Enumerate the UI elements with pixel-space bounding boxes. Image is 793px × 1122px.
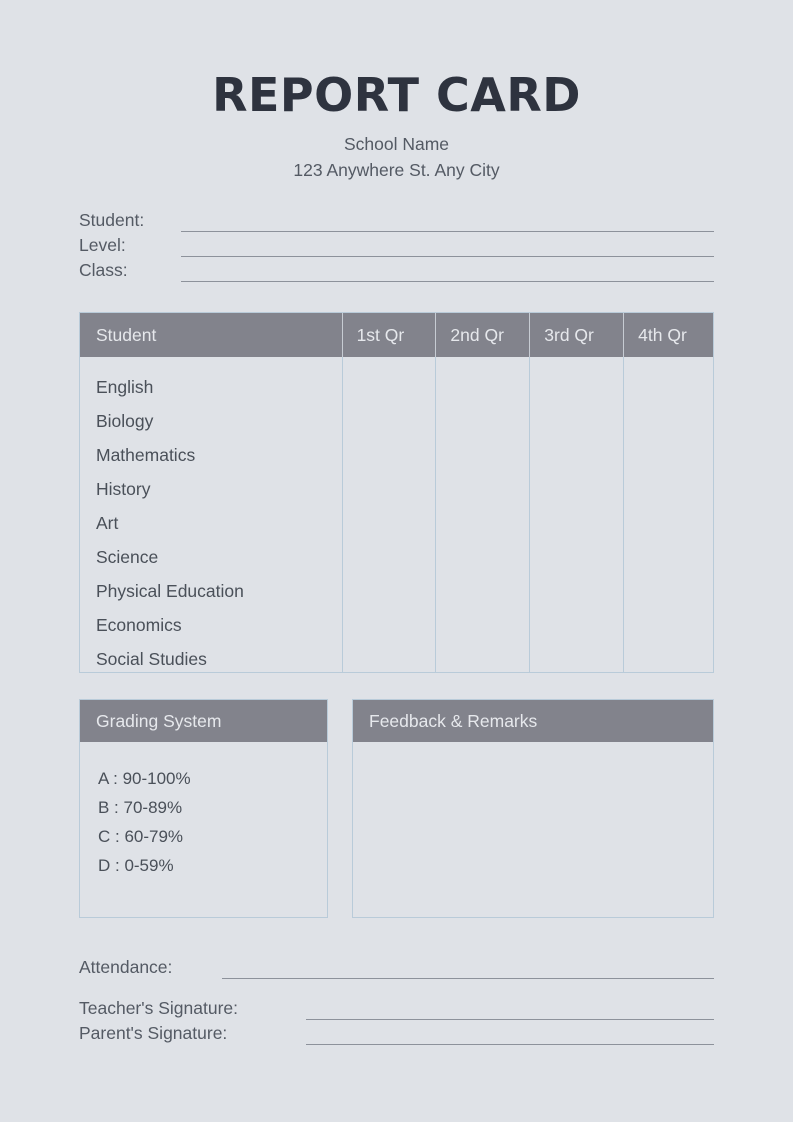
field-row-teacher-signature: Teacher's Signature: [79, 998, 714, 1023]
attendance-input-line[interactable] [222, 978, 714, 979]
parent-signature-input-line[interactable] [306, 1044, 714, 1045]
table-row: Economics [96, 615, 182, 635]
student-input-line[interactable] [181, 231, 714, 232]
table-row: Physical Education [96, 581, 244, 601]
table-body: English Biology Mathematics History Art … [80, 357, 713, 672]
feedback-input-area[interactable] [353, 742, 713, 917]
table-row: Science [96, 547, 159, 567]
grade-column-4th-qr[interactable] [624, 357, 713, 672]
grading-system-heading: Grading System [80, 700, 327, 742]
field-row-parent-signature: Parent's Signature: [79, 1023, 714, 1048]
subject-column: English Biology Mathematics History Art … [80, 357, 343, 672]
field-row-class: Class: [79, 260, 714, 285]
school-address: 123 Anywhere St. Any City [293, 160, 500, 180]
grading-system-body: A : 90-100% B : 70-89% C : 60-79% D : 0-… [80, 742, 327, 880]
list-item: A : 90-100% [98, 769, 191, 788]
list-item: C : 60-79% [98, 827, 184, 846]
class-input-line[interactable] [181, 281, 714, 282]
teacher-signature-input-line[interactable] [306, 1019, 714, 1020]
class-label: Class: [79, 260, 128, 280]
feedback-heading: Feedback & Remarks [353, 700, 713, 742]
feedback-panel: Feedback & Remarks [352, 699, 714, 918]
attendance-label: Attendance: [79, 957, 173, 977]
parent-signature-label: Parent's Signature: [79, 1023, 228, 1043]
footer-spacer [79, 982, 714, 998]
list-item: D : 0-59% [98, 856, 174, 875]
level-input-line[interactable] [181, 256, 714, 257]
level-label: Level: [79, 235, 126, 255]
grade-column-1st-qr[interactable] [343, 357, 437, 672]
column-header-2nd-qr: 2nd Qr [436, 313, 531, 357]
table-row: English [96, 377, 154, 397]
field-row-student: Student: [79, 210, 714, 235]
column-header-3rd-qr: 3rd Qr [530, 313, 625, 357]
column-header-student: Student [80, 313, 343, 357]
table-row: Mathematics [96, 445, 196, 465]
school-name: School Name [343, 134, 450, 154]
grading-system-panel: Grading System A : 90-100% B : 70-89% C … [79, 699, 328, 918]
list-item: B : 70-89% [98, 798, 183, 817]
teacher-signature-label: Teacher's Signature: [79, 998, 238, 1018]
grade-column-2nd-qr[interactable] [436, 357, 531, 672]
grades-table: Student 1st Qr 2nd Qr 3rd Qr 4th Qr Engl… [79, 312, 714, 673]
student-info-form: Student: Level: Class: [79, 210, 714, 285]
table-header-row: Student 1st Qr 2nd Qr 3rd Qr 4th Qr [80, 313, 713, 357]
footer-form: Attendance: Teacher's Signature: Parent'… [79, 957, 714, 1048]
grade-column-3rd-qr[interactable] [530, 357, 625, 672]
field-row-level: Level: [79, 235, 714, 260]
table-row: Biology [96, 411, 154, 431]
school-block: School Name 123 Anywhere St. Any City [0, 131, 793, 183]
table-row: Social Studies [96, 649, 207, 669]
column-header-4th-qr: 4th Qr [638, 324, 687, 345]
field-row-attendance: Attendance: [79, 957, 714, 982]
table-row: History [96, 479, 151, 499]
student-label: Student: [79, 210, 145, 230]
table-row: Art [96, 513, 119, 533]
column-header-1st-qr: 1st Qr [343, 313, 437, 357]
page-title: REPORT CARD [212, 68, 581, 122]
